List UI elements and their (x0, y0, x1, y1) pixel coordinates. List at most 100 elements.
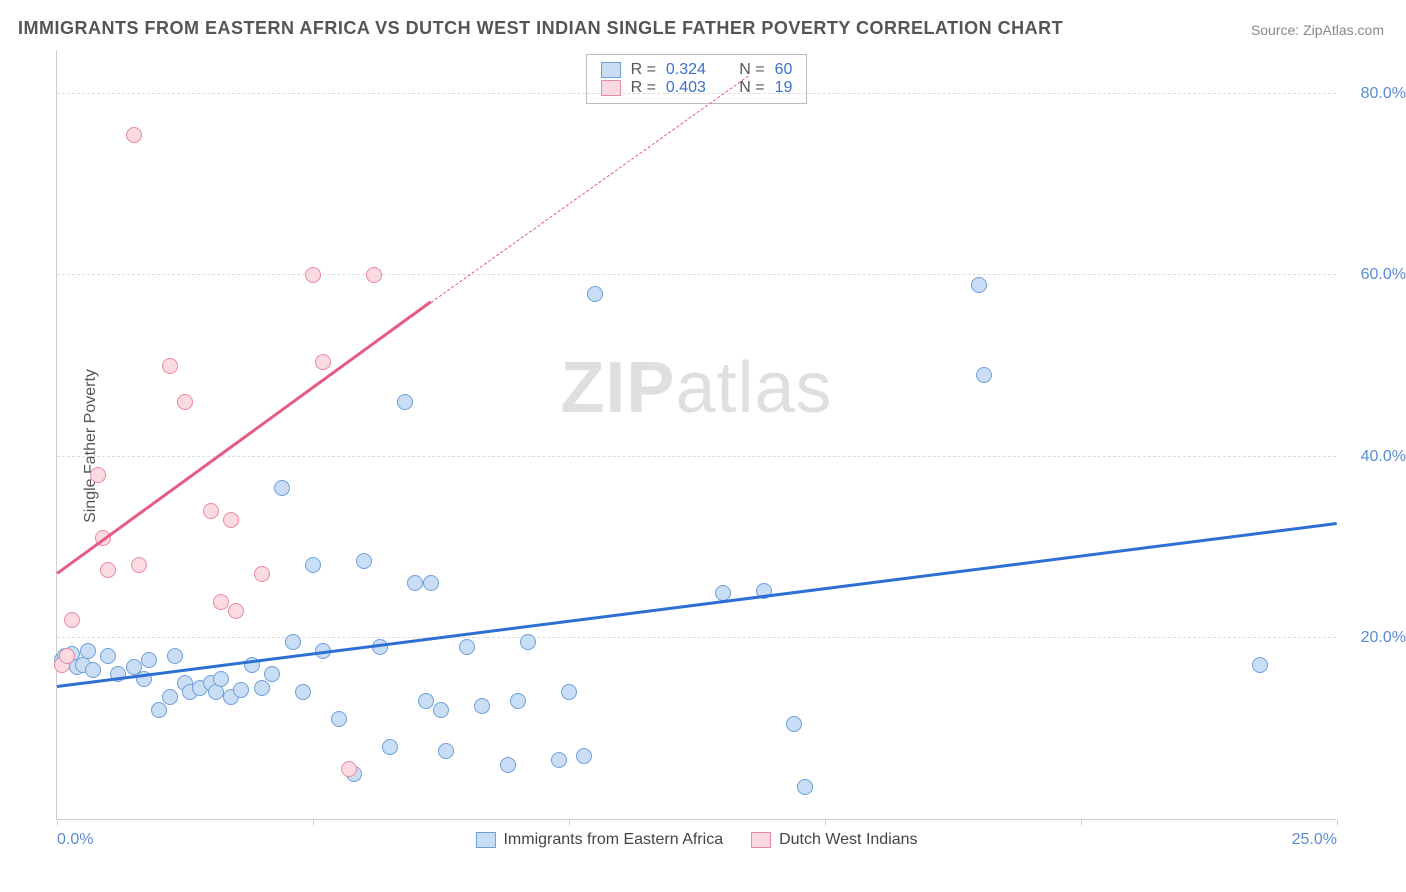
data-point (151, 702, 167, 718)
r-value-0: 0.324 (666, 61, 706, 79)
data-point (213, 671, 229, 687)
data-point (1252, 657, 1268, 673)
data-point (971, 277, 987, 293)
data-point (551, 752, 567, 768)
data-point (100, 648, 116, 664)
r-label: R = (631, 79, 656, 97)
data-point (407, 575, 423, 591)
x-tick-mark (825, 819, 826, 825)
x-tick-label: 0.0% (57, 831, 93, 849)
data-point (162, 358, 178, 374)
y-tick-label: 80.0% (1346, 85, 1406, 103)
data-point (162, 689, 178, 705)
data-point (90, 467, 106, 483)
swatch-series-0 (601, 62, 621, 78)
data-point (786, 716, 802, 732)
watermark-atlas: atlas (675, 348, 832, 428)
x-tick-label: 25.0% (1292, 831, 1337, 849)
x-tick-mark (569, 819, 570, 825)
data-point (228, 603, 244, 619)
data-point (397, 394, 413, 410)
data-point (167, 648, 183, 664)
legend-item-0: Immigrants from Eastern Africa (475, 831, 723, 849)
data-point (223, 512, 239, 528)
data-point (433, 702, 449, 718)
data-point (382, 739, 398, 755)
r-label: R = (631, 61, 656, 79)
data-point (520, 634, 536, 650)
data-point (141, 652, 157, 668)
data-point (177, 394, 193, 410)
y-tick-label: 60.0% (1346, 266, 1406, 284)
data-point (356, 553, 372, 569)
data-point (254, 566, 270, 582)
data-point (254, 680, 270, 696)
scatter-plot-area: ZIPatlas R = 0.324 N = 60 R = 0.403 N = … (56, 50, 1336, 820)
data-point (474, 698, 490, 714)
data-point (423, 575, 439, 591)
y-tick-label: 40.0% (1346, 448, 1406, 466)
data-point (976, 367, 992, 383)
data-point (295, 684, 311, 700)
swatch-series-0 (475, 832, 495, 848)
trend-line-extrapolated (430, 75, 748, 302)
data-point (233, 682, 249, 698)
data-point (85, 662, 101, 678)
data-point (331, 711, 347, 727)
data-point (305, 267, 321, 283)
data-point (315, 354, 331, 370)
data-point (510, 693, 526, 709)
data-point (131, 557, 147, 573)
data-point (305, 557, 321, 573)
data-point (285, 634, 301, 650)
swatch-series-1 (751, 832, 771, 848)
legend-item-1: Dutch West Indians (751, 831, 917, 849)
x-tick-mark (1081, 819, 1082, 825)
x-tick-mark (57, 819, 58, 825)
source-attribution: Source: ZipAtlas.com (1251, 22, 1384, 38)
trend-line (56, 300, 431, 574)
watermark: ZIPatlas (560, 347, 832, 429)
data-point (418, 693, 434, 709)
legend-label-0: Immigrants from Eastern Africa (503, 831, 723, 849)
data-point (59, 648, 75, 664)
data-point (100, 562, 116, 578)
data-point (126, 127, 142, 143)
data-point (213, 594, 229, 610)
data-point (274, 480, 290, 496)
gridline-h (57, 637, 1336, 638)
n-label: N = (739, 79, 764, 97)
data-point (341, 761, 357, 777)
data-point (264, 666, 280, 682)
x-tick-mark (1337, 819, 1338, 825)
data-point (459, 639, 475, 655)
legend-label-1: Dutch West Indians (779, 831, 917, 849)
data-point (587, 286, 603, 302)
trend-line (57, 522, 1337, 688)
data-point (797, 779, 813, 795)
data-point (438, 743, 454, 759)
chart-title: IMMIGRANTS FROM EASTERN AFRICA VS DUTCH … (18, 18, 1063, 39)
series-legend: Immigrants from Eastern Africa Dutch Wes… (475, 831, 917, 849)
data-point (561, 684, 577, 700)
data-point (715, 585, 731, 601)
gridline-h (57, 93, 1336, 94)
x-tick-mark (313, 819, 314, 825)
n-label: N = (739, 61, 764, 79)
correlation-row-series-1: R = 0.403 N = 19 (601, 79, 793, 97)
data-point (366, 267, 382, 283)
watermark-zip: ZIP (560, 348, 675, 428)
r-value-1: 0.403 (666, 79, 706, 97)
n-value-0: 60 (775, 61, 793, 79)
n-value-1: 19 (775, 79, 793, 97)
data-point (576, 748, 592, 764)
gridline-h (57, 456, 1336, 457)
data-point (500, 757, 516, 773)
data-point (64, 612, 80, 628)
y-tick-label: 20.0% (1346, 629, 1406, 647)
correlation-row-series-0: R = 0.324 N = 60 (601, 61, 793, 79)
data-point (203, 503, 219, 519)
data-point (80, 643, 96, 659)
correlation-legend: R = 0.324 N = 60 R = 0.403 N = 19 (586, 54, 808, 104)
gridline-h (57, 274, 1336, 275)
